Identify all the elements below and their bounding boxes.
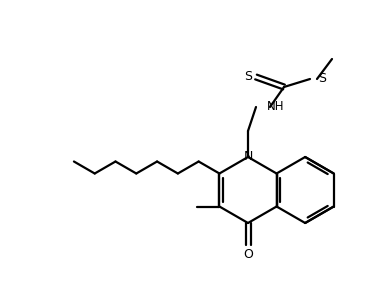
- Text: S: S: [244, 70, 252, 84]
- Text: O: O: [243, 248, 253, 262]
- Text: N: N: [243, 150, 253, 164]
- Text: S: S: [318, 72, 326, 86]
- Text: NH: NH: [267, 100, 284, 114]
